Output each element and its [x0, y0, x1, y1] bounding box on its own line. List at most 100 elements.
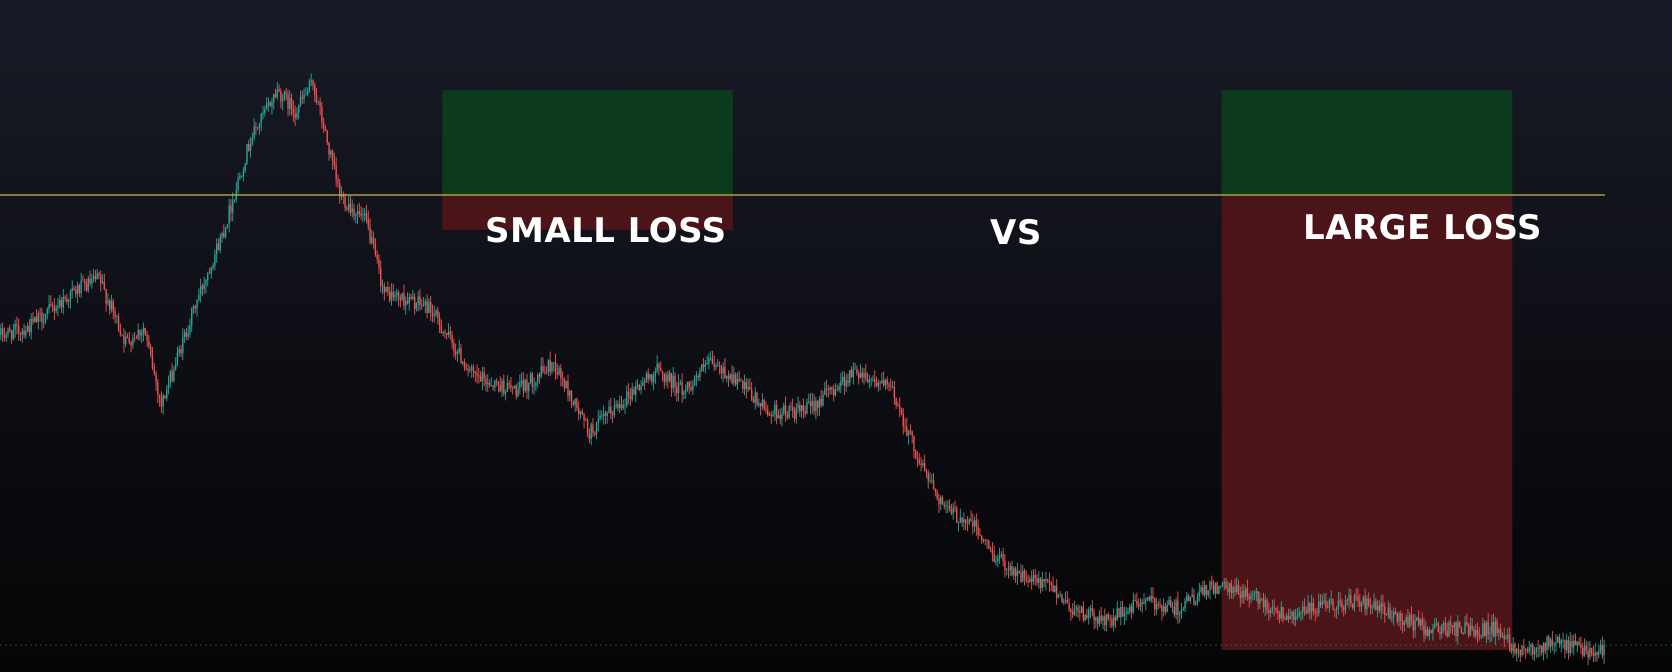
candle-body [1417, 617, 1420, 626]
candle-body [351, 208, 353, 213]
candle-body [927, 472, 929, 481]
candle-body [376, 254, 378, 259]
candle-body [717, 365, 719, 366]
candle-body [223, 233, 225, 237]
candle-body [608, 406, 610, 413]
candle-body [816, 400, 819, 408]
candle-body [1052, 584, 1054, 592]
candle-body [1020, 572, 1022, 582]
candle-body [1109, 618, 1111, 620]
candle-body [1059, 595, 1061, 596]
candle-body [1444, 623, 1447, 631]
candle-body [982, 540, 985, 542]
candle-body [1489, 633, 1491, 635]
candle-body [137, 329, 139, 339]
candle-body [487, 382, 489, 385]
candle-body [1250, 595, 1252, 600]
candle-body [1569, 641, 1571, 653]
candle-body [647, 373, 649, 379]
candle-body [1214, 583, 1217, 594]
candle-body [574, 399, 576, 405]
candle-body [305, 94, 307, 95]
trade-zones [442, 90, 1513, 650]
candle-body [1482, 623, 1484, 637]
candle-body [779, 415, 781, 420]
candle-body [39, 313, 41, 314]
candle-body [1061, 595, 1063, 603]
candle-body [221, 233, 223, 238]
candle-body [160, 398, 163, 407]
loss-zone-1 [442, 195, 733, 230]
candle-body [1401, 621, 1404, 625]
candle-body [535, 382, 537, 386]
candle-body [920, 463, 922, 466]
candle-body [162, 395, 164, 407]
candle-body [248, 144, 250, 151]
candle-body [1432, 627, 1434, 633]
candle-body [73, 288, 75, 290]
candle-body [264, 109, 266, 113]
candle-body [130, 342, 132, 346]
candle-body [353, 208, 355, 216]
candle-body [804, 411, 806, 414]
candle-body [1389, 607, 1391, 619]
candle-body [1581, 647, 1584, 656]
candle-body [1323, 600, 1325, 602]
candle-body [1080, 606, 1083, 613]
candle-body [494, 380, 496, 388]
profit-zone-1 [442, 90, 733, 195]
candle-body [1259, 598, 1261, 604]
candle-body [1077, 607, 1079, 612]
candle-body [684, 390, 687, 393]
candle-body [460, 348, 462, 364]
candle-body [380, 267, 382, 286]
candle-body [1512, 644, 1514, 652]
candle-body [711, 357, 714, 365]
candle-body [394, 295, 396, 298]
candle-body [1102, 616, 1104, 621]
candle-body [683, 392, 685, 395]
candle-body [1437, 623, 1439, 633]
candle-body [333, 160, 336, 166]
candle-body [435, 310, 437, 315]
candle-body [750, 389, 753, 400]
candle-body [1130, 606, 1133, 613]
candle-body [1073, 608, 1076, 615]
candle-body [859, 372, 862, 379]
candle-body [1326, 607, 1329, 608]
candle-body [283, 92, 286, 99]
candle-body [21, 330, 24, 335]
candle-body [1089, 608, 1092, 610]
candle-body [132, 338, 134, 346]
candle-body [1487, 622, 1489, 635]
candle-body [1426, 629, 1429, 637]
candle-body [932, 480, 935, 489]
candle-body [1450, 622, 1452, 626]
candle-body [421, 305, 423, 306]
candle-body [360, 213, 362, 216]
candle-body [800, 405, 803, 412]
candle-body [618, 404, 621, 409]
candle-body [239, 176, 241, 180]
candle-body [736, 378, 739, 385]
candle-body [572, 400, 575, 405]
candle-body [1430, 629, 1432, 633]
candle-body [431, 312, 434, 316]
candle-body [1205, 585, 1208, 595]
candle-body [1027, 580, 1029, 583]
candle-body [1207, 590, 1209, 595]
candle-body [970, 519, 972, 522]
candle-body [1143, 602, 1145, 604]
candle-body [1018, 570, 1020, 573]
candle-body [237, 179, 239, 191]
candle-body [1499, 629, 1502, 637]
candle-body [1257, 591, 1259, 604]
candle-body [37, 313, 40, 323]
candle-body [718, 365, 721, 366]
candle-body [706, 363, 708, 365]
candle-body [642, 381, 644, 386]
candle-body [230, 205, 232, 213]
candle-body [556, 372, 559, 375]
candle-body [1162, 606, 1165, 612]
candle-body [1508, 634, 1511, 649]
